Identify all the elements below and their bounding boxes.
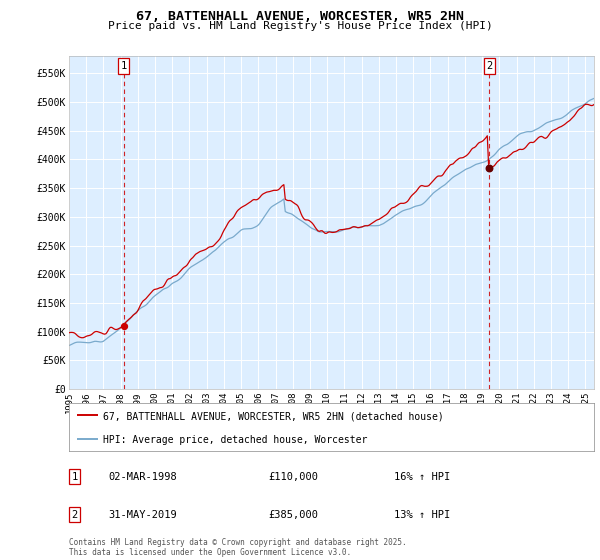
Text: £110,000: £110,000: [269, 472, 319, 482]
Text: £385,000: £385,000: [269, 510, 319, 520]
Text: 13% ↑ HPI: 13% ↑ HPI: [395, 510, 451, 520]
Text: 16% ↑ HPI: 16% ↑ HPI: [395, 472, 451, 482]
Text: HPI: Average price, detached house, Worcester: HPI: Average price, detached house, Worc…: [103, 435, 367, 445]
Text: Contains HM Land Registry data © Crown copyright and database right 2025.
This d: Contains HM Land Registry data © Crown c…: [69, 538, 407, 557]
Text: 2: 2: [486, 61, 493, 71]
Text: Price paid vs. HM Land Registry's House Price Index (HPI): Price paid vs. HM Land Registry's House …: [107, 21, 493, 31]
Text: 02-MAR-1998: 02-MAR-1998: [109, 472, 177, 482]
Text: 31-MAY-2019: 31-MAY-2019: [109, 510, 177, 520]
Text: 1: 1: [121, 61, 127, 71]
Point: [119, 321, 128, 330]
Text: 67, BATTENHALL AVENUE, WORCESTER, WR5 2HN (detached house): 67, BATTENHALL AVENUE, WORCESTER, WR5 2H…: [103, 411, 444, 421]
Text: 67, BATTENHALL AVENUE, WORCESTER, WR5 2HN: 67, BATTENHALL AVENUE, WORCESTER, WR5 2H…: [136, 10, 464, 23]
Text: 2: 2: [71, 510, 78, 520]
Point: [485, 164, 494, 172]
Text: 1: 1: [71, 472, 78, 482]
